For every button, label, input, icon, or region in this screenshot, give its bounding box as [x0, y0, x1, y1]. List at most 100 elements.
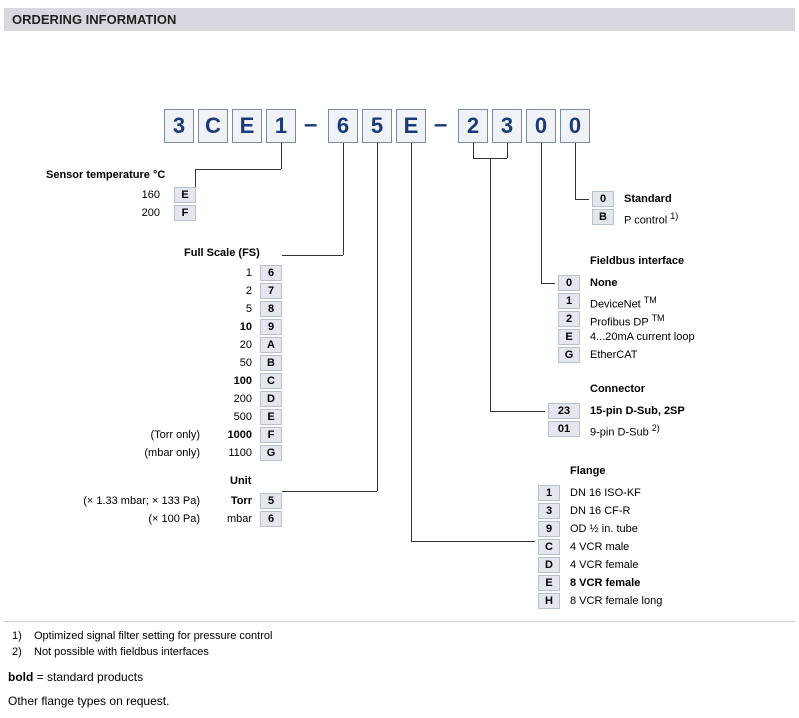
footnotes: 1) Optimized signal filter setting for p… — [4, 621, 795, 660]
fieldbus-code: 1 — [558, 293, 580, 309]
leader-line — [411, 143, 412, 541]
unit-code: 6 — [260, 511, 282, 527]
leader-line — [575, 143, 576, 199]
unit-heading: Unit — [230, 475, 251, 487]
fullscale-label: 1100 — [192, 447, 252, 459]
temp-code: E — [174, 187, 196, 203]
code-char: 6 — [328, 109, 358, 143]
flange-label: 4 VCR male — [570, 541, 629, 553]
temp-label: 200 — [120, 207, 160, 219]
leader-line — [282, 255, 343, 256]
code-char: C — [198, 109, 228, 143]
flange-label: 8 VCR female long — [570, 595, 662, 607]
fullscale-label: 1 — [192, 267, 252, 279]
fieldbus-label: 4...20mA current loop — [590, 331, 695, 343]
fullscale-code: G — [260, 445, 282, 461]
unit-note: (× 100 Pa) — [60, 513, 200, 525]
fullscale-label: 500 — [192, 411, 252, 423]
connector-label: 9-pin D-Sub 2) — [590, 423, 660, 439]
unit-label: mbar — [206, 513, 252, 525]
fieldbus-code: G — [558, 347, 580, 363]
footnote-row: 1) Optimized signal filter setting for p… — [4, 628, 795, 644]
unit-note: (× 1.33 mbar; × 133 Pa) — [60, 495, 200, 507]
fieldbus-label: EtherCAT — [590, 349, 637, 361]
flange-code: D — [538, 557, 560, 573]
fullscale-label: 50 — [192, 357, 252, 369]
last-label: Standard — [624, 193, 672, 205]
code-dash: – — [304, 111, 317, 139]
fullscale-code: C — [260, 373, 282, 389]
leader-line — [377, 143, 378, 491]
flange-code: 1 — [538, 485, 560, 501]
fullscale-code: 6 — [260, 265, 282, 281]
leader-line — [490, 158, 491, 411]
bold-note: bold = standard products — [8, 670, 791, 684]
fullscale-code: 8 — [260, 301, 282, 317]
fullscale-label: 2 — [192, 285, 252, 297]
leader-line — [195, 169, 281, 170]
code-char: 3 — [164, 109, 194, 143]
fullscale-code: B — [260, 355, 282, 371]
leader-line — [541, 283, 555, 284]
fieldbus-code: 0 — [558, 275, 580, 291]
temp-code: F — [174, 205, 196, 221]
fieldbus-code: 2 — [558, 311, 580, 327]
connector-label: 15-pin D-Sub, 2SP — [590, 405, 685, 417]
fullscale-label: 200 — [192, 393, 252, 405]
leader-line — [473, 143, 474, 158]
footnote-num: 1) — [4, 630, 34, 642]
leader-line — [343, 143, 344, 255]
code-char: 1 — [266, 109, 296, 143]
connector-heading: Connector — [590, 383, 645, 395]
leader-line — [575, 199, 589, 200]
unit-label: Torr — [206, 495, 252, 507]
code-char: 5 — [362, 109, 392, 143]
fullscale-heading: Full Scale (FS) — [184, 247, 260, 259]
connector-code: 01 — [548, 421, 580, 437]
fullscale-code: E — [260, 409, 282, 425]
flange-label: 4 VCR female — [570, 559, 638, 571]
fullscale-code: 7 — [260, 283, 282, 299]
code-dash: – — [434, 111, 447, 139]
leader-line — [490, 411, 545, 412]
flange-heading: Flange — [570, 465, 605, 477]
code-char: 3 — [492, 109, 522, 143]
fullscale-code: D — [260, 391, 282, 407]
fullscale-note: (mbar only) — [80, 447, 200, 459]
flange-code: 9 — [538, 521, 560, 537]
leader-line — [411, 541, 535, 542]
flange-code: 3 — [538, 503, 560, 519]
flange-code: C — [538, 539, 560, 555]
flange-label: OD ½ in. tube — [570, 523, 638, 535]
last-code: 0 — [592, 191, 614, 207]
unit-code: 5 — [260, 493, 282, 509]
flange-label: DN 16 CF-R — [570, 505, 631, 517]
code-char: E — [396, 109, 426, 143]
fullscale-code: 9 — [260, 319, 282, 335]
last-code: B — [592, 209, 614, 225]
code-char: E — [232, 109, 262, 143]
ordering-diagram: 3 C E 1 – 6 5 E – 2 3 0 0 Sensor tempera… — [0, 31, 799, 621]
sensor-temp-heading: Sensor temperature °C — [46, 169, 165, 181]
footnote-row: 2) Not possible with fieldbus interfaces — [4, 644, 795, 660]
fieldbus-label: DeviceNet TM — [590, 295, 657, 311]
temp-label: 160 — [120, 189, 160, 201]
flange-code: H — [538, 593, 560, 609]
flange-code: E — [538, 575, 560, 591]
leader-line — [541, 143, 542, 283]
leader-line — [507, 143, 508, 158]
fullscale-label: 10 — [192, 321, 252, 333]
flange-label: DN 16 ISO-KF — [570, 487, 641, 499]
fullscale-label: 20 — [192, 339, 252, 351]
leader-line — [195, 169, 196, 187]
connector-code: 23 — [548, 403, 580, 419]
fieldbus-label: None — [590, 277, 618, 289]
footnote-text: Optimized signal filter setting for pres… — [34, 630, 272, 642]
section-header: ORDERING INFORMATION — [4, 8, 795, 31]
fullscale-note: (Torr only) — [80, 429, 200, 441]
fieldbus-heading: Fieldbus interface — [590, 255, 684, 267]
fullscale-label: 1000 — [192, 429, 252, 441]
last-label: P control 1) — [624, 211, 678, 227]
code-char: 2 — [458, 109, 488, 143]
fullscale-code: A — [260, 337, 282, 353]
